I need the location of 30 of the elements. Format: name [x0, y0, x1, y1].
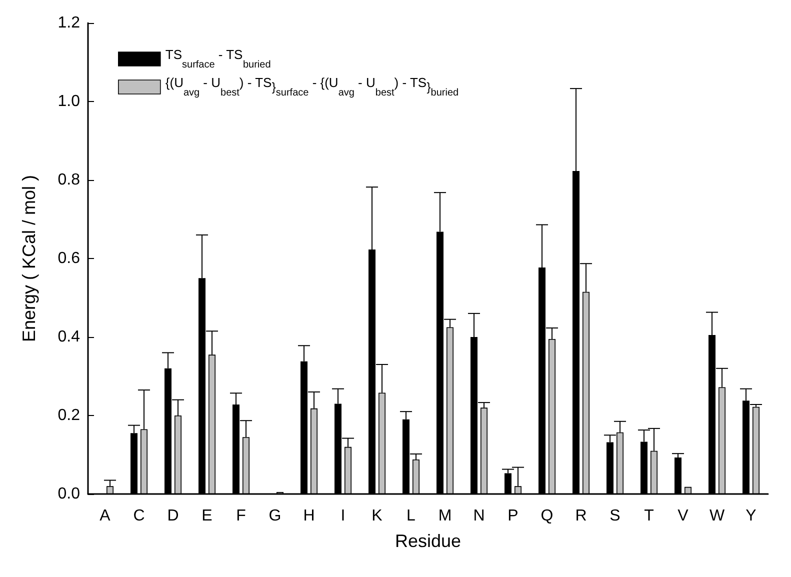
x-tick-label: D	[167, 508, 179, 524]
x-tick-label: N	[473, 508, 485, 524]
y-tick-label: 0.6	[58, 250, 80, 267]
legend-label: TSsurface - TSburied	[165, 47, 271, 70]
y-tick-label: 1.2	[58, 14, 80, 32]
x-tick-label: V	[678, 508, 689, 524]
x-tick-label: P	[508, 508, 518, 524]
x-tick-label: H	[303, 508, 315, 524]
y-tick-label: 1.0	[58, 93, 80, 110]
x-tick-label: Q	[540, 508, 554, 524]
x-tick-label: I	[340, 508, 346, 524]
x-tick-label: F	[236, 508, 246, 524]
y-tick-label: 0.2	[58, 407, 80, 424]
x-tick-label: L	[406, 508, 416, 524]
x-tick-label: W	[709, 508, 726, 524]
y-tick-label: 0.8	[58, 172, 80, 188]
x-tick-label: R	[575, 508, 587, 524]
x-tick-label: Y	[746, 508, 757, 524]
y-tick-label: 0.0	[58, 486, 80, 502]
x-tick-label: A	[100, 508, 111, 524]
x-tick-label: T	[644, 508, 654, 524]
x-tick-label: K	[372, 508, 383, 524]
x-tick-label: C	[133, 508, 145, 524]
x-tick-label: S	[610, 508, 620, 524]
x-tick-label: M	[438, 508, 452, 524]
y-axis-title: Energy ( KCal / mol )	[19, 174, 39, 342]
x-tick-label: G	[268, 508, 282, 524]
y-tick-label: 0.4	[58, 328, 80, 346]
x-axis-title: Residue	[394, 531, 462, 551]
x-tick-label: E	[202, 508, 212, 524]
